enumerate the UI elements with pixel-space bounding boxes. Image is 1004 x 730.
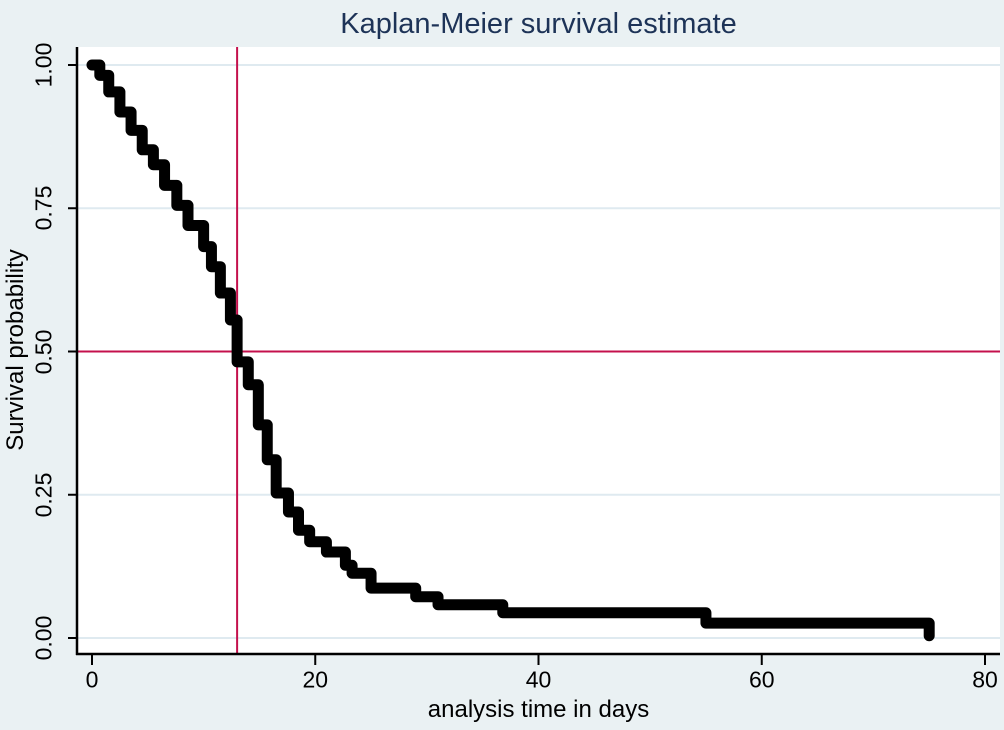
x-tick-label: 60 — [748, 666, 775, 693]
y-axis-title: Survival probability — [2, 249, 29, 451]
km-survival-curve — [86, 59, 935, 642]
y-tick-label: 0.75 — [30, 185, 57, 231]
y-tick-label: 1.00 — [30, 42, 57, 88]
y-tick-label: 0.25 — [30, 472, 57, 518]
chart-title: Kaplan-Meier survival estimate — [340, 8, 737, 40]
y-tick-label: 0.00 — [30, 615, 57, 661]
y-tick-label: 0.50 — [30, 329, 57, 374]
x-tick-label: 20 — [302, 666, 329, 693]
x-tick-label: 0 — [85, 666, 99, 693]
x-tick-label: 40 — [525, 666, 552, 693]
x-tick-label: 80 — [972, 666, 998, 693]
x-axis-title: analysis time in days — [427, 696, 650, 723]
